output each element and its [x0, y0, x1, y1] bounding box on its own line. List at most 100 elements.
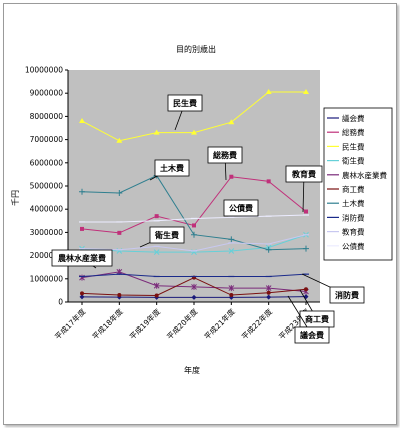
callout-label: 総務費 [213, 150, 237, 160]
data-point [266, 290, 271, 295]
data-point [191, 294, 197, 300]
callout: 公債費 [223, 199, 259, 217]
data-point [191, 283, 197, 290]
legend-label: 農林水産業費 [342, 170, 387, 180]
x-tick-label: 平成19年度 [127, 306, 162, 341]
data-point [303, 89, 309, 95]
data-point [79, 294, 85, 300]
legend-box [323, 107, 393, 261]
x-tick-label: 平成20年度 [164, 306, 199, 341]
data-point [191, 231, 197, 238]
data-point [154, 293, 159, 298]
callout: 消防費 [301, 273, 365, 304]
legend-label: 民生費 [342, 141, 365, 151]
legend-label: 土木費 [342, 198, 365, 208]
data-point [228, 236, 235, 243]
data-point [191, 129, 197, 135]
callout-box [294, 326, 330, 344]
legend-label: 教育費 [342, 227, 365, 237]
series-1 [80, 174, 308, 235]
data-point [117, 293, 122, 298]
legend-item: 商工費 [327, 184, 365, 194]
y-tick-label: 2000000 [30, 251, 64, 260]
data-point [154, 214, 159, 219]
series-7 [79, 273, 309, 278]
callout-box [154, 159, 190, 177]
data-point [116, 189, 123, 196]
callout: 議会費 [287, 295, 330, 344]
data-point [79, 118, 85, 124]
callout-box [149, 226, 185, 244]
callout: 衛生費 [139, 226, 185, 248]
data-point [304, 209, 308, 214]
callout-box [167, 94, 203, 112]
x-axis-label: 年度 [184, 365, 200, 375]
legend-item: 公債費 [327, 241, 365, 251]
series-9 [79, 214, 309, 223]
legend-label: 衛生費 [342, 156, 365, 166]
callout-box [51, 249, 113, 267]
x-tick-label: 平成18年度 [90, 306, 125, 341]
x-axis: 平成17年度 平成18年度 平成19年度 平成20年度 平成21年度 平成22年度 平成23… [52, 301, 320, 341]
y-tick-label: 1000000 [30, 274, 64, 283]
legend-item: 土木費 [327, 198, 365, 208]
data-point [266, 294, 272, 300]
data-point [229, 174, 234, 179]
y-axis-label: 千円 [10, 190, 20, 206]
legend-label: 消防費 [342, 212, 365, 222]
data-point [153, 282, 160, 289]
callout-box [207, 146, 243, 164]
data-point [192, 223, 196, 228]
y-tick-label: 5000000 [30, 182, 64, 191]
legend-item: 消防費 [327, 212, 365, 222]
callout-label: 民生費 [173, 98, 197, 108]
series-lines [79, 89, 309, 300]
x-tick-label: 平成17年度 [52, 306, 87, 341]
y-tick-label: 10000000 [25, 66, 63, 75]
series-4 [79, 268, 309, 295]
callout: 民生費 [167, 94, 203, 131]
data-point [228, 119, 235, 125]
y-tick-label: 9000000 [30, 89, 64, 98]
series-8 [79, 234, 309, 252]
callout-label: 教育費 [291, 169, 316, 179]
callout-label: 衛生費 [154, 230, 179, 240]
callout: 教育費 [285, 165, 323, 213]
legend-item: 総務費 [327, 127, 365, 137]
legend-item: 農林水産業費 [327, 170, 387, 180]
callout-box [329, 286, 365, 304]
data-point [265, 246, 272, 253]
data-point [265, 285, 272, 292]
callout: 農林水産業費 [51, 249, 113, 269]
data-point [153, 129, 160, 135]
data-point [153, 249, 160, 255]
y-tick-label: 7000000 [30, 135, 64, 144]
callout-label: 土木費 [160, 163, 184, 173]
y-tick-label: 3000000 [30, 228, 64, 237]
chart-title: 目的別歳出 [176, 44, 216, 54]
callout-box [223, 199, 259, 217]
data-point [265, 89, 272, 95]
y-tick-label: 0 [58, 298, 63, 307]
legend-label: 商工費 [342, 184, 365, 194]
x-tick-label: 平成22年度 [239, 306, 274, 341]
data-point [228, 248, 235, 254]
callout-label: 公債費 [229, 203, 253, 213]
callout-label: 消防費 [335, 290, 359, 300]
data-point [303, 245, 309, 252]
data-point [79, 188, 85, 195]
callout-label: 議会費 [300, 330, 324, 340]
data-point [228, 285, 235, 292]
y-tick-label: 8000000 [30, 112, 64, 121]
data-point [229, 293, 234, 298]
data-point [266, 179, 271, 184]
legend-item: 議会費 [327, 113, 365, 123]
legend-item: 衛生費 [327, 156, 365, 166]
legend-item: 教育費 [327, 227, 365, 237]
callout: 土木費 [149, 159, 190, 181]
data-point [116, 137, 123, 143]
x-tick-label: 平成21年度 [202, 306, 237, 341]
